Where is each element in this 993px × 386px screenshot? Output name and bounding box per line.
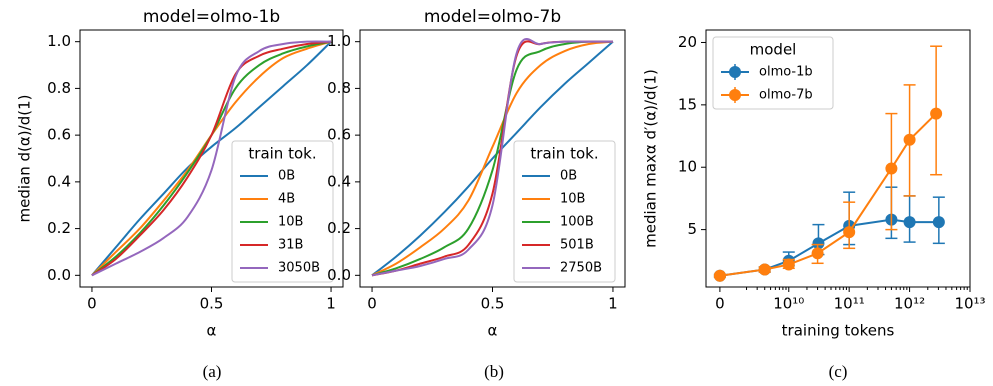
panel: 0.0 0.2 0.4 0.6 0.8 1.0 0 0.5 1 model=olmo-1b α med…: [16, 7, 344, 381]
x-tick-label: 10¹⁰: [773, 295, 804, 313]
y-tick-label: 0.6: [327, 126, 351, 144]
error-bar: [843, 201, 856, 250]
y-tick-label: 0.4: [327, 172, 351, 190]
y-tick-label: 0.0: [327, 266, 351, 284]
line: [91, 40, 332, 277]
line: [719, 112, 937, 277]
panel-title: model=olmo-7b: [424, 7, 561, 27]
x-tick-label: 10¹³: [954, 295, 985, 313]
legend-label: 3050B: [278, 261, 320, 276]
plot-frame: [705, 29, 971, 288]
line: [91, 40, 332, 277]
point: [903, 133, 916, 146]
y-axis-label: median d(α)/d(1): [16, 95, 34, 223]
x-tick-label: 1: [608, 295, 618, 313]
legend-label: 0B: [560, 169, 577, 184]
legend-label: 31B: [278, 238, 303, 253]
line: [371, 40, 614, 277]
legend-label: 2750B: [560, 261, 602, 276]
y-tick-label: 0.4: [47, 172, 71, 190]
line: [371, 38, 613, 277]
caption: (a): [203, 362, 222, 381]
plot-frame: [359, 29, 626, 288]
panel: 5 10 15 20 0 10¹⁰ 10¹¹ 10¹² 10¹³ training tokens m…: [642, 29, 986, 381]
y-tick-label: 0.2: [47, 219, 71, 237]
legend-label: 0B: [278, 169, 295, 184]
legend-title: model: [750, 41, 797, 59]
legend-label: olmo-1b: [759, 65, 813, 80]
x-tick-label: 10¹²: [894, 295, 925, 313]
x-tick-label: 1: [326, 295, 336, 313]
y-tick-label: 20: [678, 33, 697, 51]
x-axis-label: α: [488, 322, 498, 340]
line: [91, 40, 332, 276]
y-tick-label: 0.0: [47, 266, 71, 284]
point: [903, 216, 916, 229]
legend-label: 10B: [560, 192, 585, 207]
x-tick-label: 0: [367, 295, 377, 313]
point: [843, 226, 856, 239]
y-tick-label: 0.8: [327, 79, 351, 97]
legend-title: train tok.: [248, 145, 316, 163]
y-tick-label: 1.0: [47, 32, 71, 50]
x-tick-label: 0: [87, 295, 97, 313]
caption: (c): [829, 362, 848, 381]
legend-label: 100B: [560, 215, 594, 230]
legend-label: 10B: [278, 215, 303, 230]
legend-swatch-dot: [729, 89, 741, 101]
y-tick-label: 10: [678, 158, 697, 176]
panel: 0.0 0.2 0.4 0.6 0.8 1.0 0 0.5 1 model=olmo-7b α (b)…: [327, 7, 626, 381]
x-axis-label: training tokens: [782, 322, 895, 340]
point: [885, 162, 898, 175]
y-tick-label: 5: [687, 220, 697, 238]
x-tick-label: 0.5: [200, 295, 224, 313]
y-tick-label: 0.6: [47, 126, 71, 144]
legend-title: train tok.: [530, 145, 598, 163]
point: [758, 263, 771, 276]
y-tick-label: 15: [678, 95, 697, 113]
legend-label: 501B: [560, 238, 594, 253]
y-tick-label: 0.2: [327, 219, 351, 237]
line: [719, 218, 939, 277]
y-tick-label: 1.0: [327, 32, 351, 50]
x-tick-label: 0.5: [481, 295, 505, 313]
y-axis-label: median maxα d′(α)/d(1): [642, 69, 660, 248]
point: [713, 269, 726, 282]
caption: (b): [484, 362, 504, 381]
x-tick-label: 0: [715, 295, 725, 313]
point: [811, 247, 824, 260]
point: [812, 237, 825, 250]
line: [371, 40, 614, 277]
line: [371, 40, 613, 277]
y-tick-label: 0.8: [47, 79, 71, 97]
point: [930, 107, 943, 120]
legend-box: [712, 36, 834, 110]
legend: train tok. 0B 10B 100B 501B 2750B: [513, 140, 616, 283]
panel-title: model=olmo-1b: [143, 7, 280, 27]
legend: train tok. 0B 4B 10B 31B 3050B: [231, 140, 334, 283]
legend-label: 4B: [278, 192, 295, 207]
x-axis-label: α: [207, 322, 217, 340]
plot-frame: [79, 29, 344, 288]
x-tick-label: 10¹¹: [834, 295, 865, 313]
point: [932, 216, 945, 229]
legend-label: olmo-7b: [759, 88, 813, 103]
point: [782, 258, 795, 271]
legend-swatch-dot: [729, 66, 741, 78]
legend: model olmo-1b olmo-7b: [712, 36, 834, 110]
